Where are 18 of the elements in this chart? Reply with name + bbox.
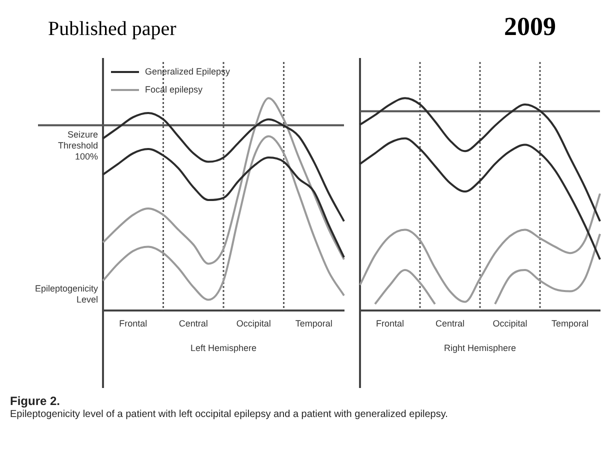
x-tick-label: Temporal (551, 318, 589, 328)
caption: Figure 2. (10, 394, 62, 408)
chart-title: Published paper (48, 18, 176, 41)
x-tick-label: Central (435, 318, 465, 328)
legend-label: Focal epilepsy (145, 84, 204, 94)
text: Epileptogenicity level of a patient with left occipital epilepsy and a patient with generalized epilepsy. (10, 408, 449, 422)
x-tick-label: Occipital (492, 318, 528, 328)
legend-label: Generalized Epilepsy (145, 66, 231, 76)
x-tick-label: Frontal (376, 318, 404, 328)
ref-line-label: Seizure Threshold 100% (58, 129, 98, 162)
y-axis-title: Epileptogenicity Level (34, 283, 98, 304)
x-axis-title: Left Hemisphere (190, 343, 257, 354)
x-tick-label: Frontal (119, 318, 148, 328)
x-axis-title: Right Hemisphere (444, 343, 516, 354)
x-tick-label: Temporal (295, 318, 332, 328)
x-tick-label: Central (178, 318, 208, 328)
chart-title: 2009 (504, 12, 556, 42)
x-tick-label: Occipital (236, 318, 271, 328)
